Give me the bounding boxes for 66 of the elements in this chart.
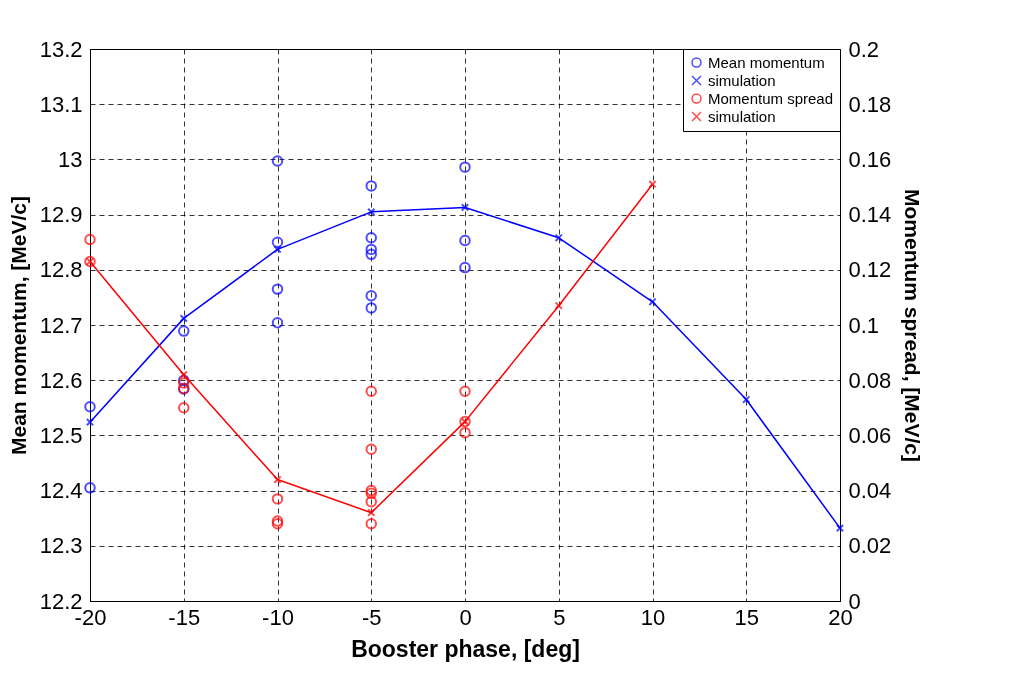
point xyxy=(273,475,282,484)
point xyxy=(365,243,377,256)
point xyxy=(459,385,471,397)
point xyxy=(271,283,284,295)
y2-tick-label: 0.1 xyxy=(848,312,880,338)
point xyxy=(178,402,190,414)
point xyxy=(459,261,471,274)
x-tick-label: -10 xyxy=(262,604,294,630)
point xyxy=(742,395,751,404)
y-tick-label: 12.8 xyxy=(39,257,83,283)
point xyxy=(84,482,96,494)
y-tick-label: 13.1 xyxy=(39,91,83,117)
point xyxy=(648,297,657,306)
x-tick-label: 0 xyxy=(459,604,472,630)
point xyxy=(365,517,377,530)
legend-label: Mean momentum xyxy=(708,53,825,71)
x-axis-title: Booster phase, [deg] xyxy=(351,635,580,662)
point xyxy=(271,236,284,248)
point xyxy=(271,317,284,329)
y2-tick-label: 0.14 xyxy=(848,202,892,228)
legend-label: simulation xyxy=(708,107,776,125)
y2-tick-label: 0.06 xyxy=(848,422,892,448)
y-tick-label: 12.6 xyxy=(39,367,83,393)
y-tick-label: 12.4 xyxy=(39,478,83,504)
point xyxy=(271,493,284,505)
y-axis-title: Mean momentum, [MeV/c] xyxy=(6,195,30,456)
y2-tick-label: 0.18 xyxy=(848,91,892,117)
y2-tick-label: 0.2 xyxy=(848,36,880,62)
point xyxy=(365,302,377,314)
point xyxy=(273,245,282,254)
point xyxy=(365,232,377,244)
y-tick-label: 12.3 xyxy=(39,533,83,559)
y2-tick-label: 0.04 xyxy=(848,478,892,504)
point xyxy=(85,417,95,427)
y-tick-label: 13.2 xyxy=(39,36,83,62)
x-tick-label: 5 xyxy=(553,604,566,630)
point xyxy=(648,180,657,189)
x-tick-label: 10 xyxy=(640,604,666,630)
x-tick-label: 15 xyxy=(734,604,759,630)
y-tick-label: 12.9 xyxy=(39,202,83,228)
x-tick-label: -15 xyxy=(168,604,201,630)
point xyxy=(459,234,471,247)
y2-tick-label: 0.02 xyxy=(848,533,892,559)
y2-axis-title: Momentum spread, [MeV/c] xyxy=(901,188,925,463)
y2-tick-label: 0.16 xyxy=(848,146,892,172)
point xyxy=(365,495,377,508)
point xyxy=(84,233,96,246)
x-tick-label: -5 xyxy=(361,604,382,630)
y-tick-label: 12.7 xyxy=(39,312,83,338)
legend-label: Momentum spread xyxy=(708,89,834,107)
point xyxy=(365,290,377,302)
point xyxy=(178,325,190,337)
point xyxy=(365,180,377,192)
point xyxy=(365,248,377,261)
point xyxy=(84,400,96,413)
legend-label: simulation xyxy=(708,71,776,89)
y-tick-label: 12.5 xyxy=(39,422,83,448)
point xyxy=(459,426,471,439)
y2-tick-label: 0.12 xyxy=(848,257,892,283)
point xyxy=(365,385,377,397)
point xyxy=(835,523,845,533)
point xyxy=(365,443,377,455)
y-tick-label: 13 xyxy=(58,146,83,172)
y2-tick-label: 0.08 xyxy=(848,367,892,393)
point xyxy=(459,161,471,173)
point xyxy=(271,155,284,167)
